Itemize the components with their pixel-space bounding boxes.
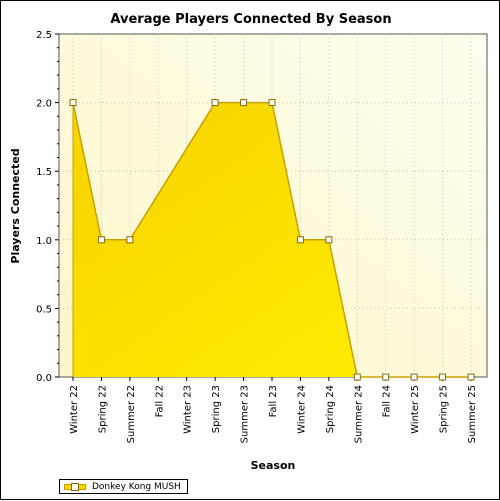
data-point [382,373,390,381]
x-tick-label: Spring 23 [211,385,222,433]
data-point [325,236,333,244]
x-tick-label: Spring 25 [439,385,450,433]
data-point [69,99,77,107]
data-point [97,236,105,244]
x-tick-label: Winter 22 [69,385,80,434]
x-tick-label: Summer 24 [353,385,364,443]
y-tick-label: 0.0 [36,373,52,384]
legend-label: Donkey Kong MUSH [92,481,181,492]
y-tick-label: 0.5 [36,304,52,315]
x-axis-label: Season [251,459,296,472]
data-point [410,373,418,381]
x-tick-label: Summer 23 [240,385,251,443]
x-tick-label: Winter 25 [410,385,421,434]
chart-title: Average Players Connected By Season [110,12,391,27]
y-axis-label: Players Connected [9,148,22,263]
x-tick-label: Summer 25 [467,385,478,443]
data-point [439,373,447,381]
data-point [467,373,475,381]
x-tick-label: Spring 22 [97,385,108,433]
data-point [296,236,304,244]
x-tick-label: Fall 24 [382,385,393,417]
data-point [211,99,219,107]
y-tick-label: 2.5 [36,30,52,41]
x-tick-label: Fall 23 [268,385,279,417]
x-axis: Winter 22 Spring 22 Summer 22 Fall 22 Winter… [69,377,478,443]
y-axis: 0.0 0.5 1.0 1.5 2.0 2.5 [36,30,59,384]
legend-swatch [64,482,86,491]
data-point [353,373,361,381]
y-tick-label: 1.0 [36,236,52,247]
x-tick-label: Spring 24 [325,385,336,433]
grid-lines [59,34,487,377]
data-point [240,99,248,107]
y-tick-label: 2.0 [36,99,52,110]
x-tick-label: Fall 22 [154,385,165,417]
x-tick-label: Summer 22 [126,385,137,443]
legend: Donkey Kong MUSH [59,479,188,494]
data-point [268,99,276,107]
data-point [126,236,134,244]
data-markers [69,99,475,381]
x-tick-label: Winter 23 [183,385,194,434]
y-tick-label: 1.5 [36,167,52,178]
x-tick-label: Winter 24 [296,385,307,434]
